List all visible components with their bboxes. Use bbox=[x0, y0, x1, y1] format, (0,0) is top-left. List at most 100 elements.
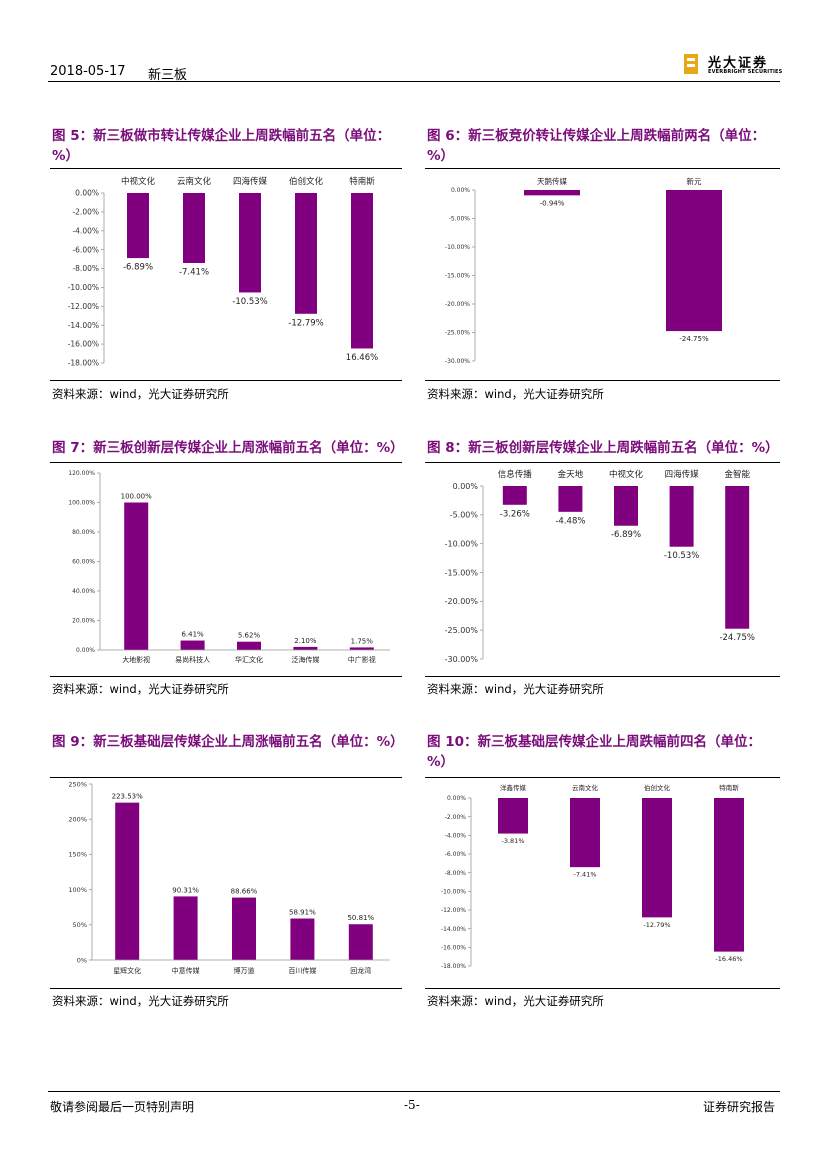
data-label: 50.81% bbox=[347, 914, 374, 922]
data-label: -24.75% bbox=[679, 335, 709, 343]
figure-10-title: 图 10：新三板基础层传媒企业上周跌幅前四名（单位：%） bbox=[427, 734, 761, 770]
data-label: -0.94% bbox=[540, 199, 565, 207]
figure-10-source: 资料来源：wind，光大证券研究所 bbox=[427, 994, 604, 1008]
data-label: -10.53% bbox=[664, 551, 699, 561]
bar bbox=[115, 802, 140, 960]
bar bbox=[642, 798, 672, 918]
y-tick-label: -4.00% bbox=[72, 226, 99, 235]
category-label: 伯创文化 bbox=[644, 783, 671, 792]
y-tick-label: 100.00% bbox=[68, 500, 95, 507]
category-label: 泛海传媒 bbox=[291, 655, 319, 664]
category-label: 云南文化 bbox=[572, 783, 599, 792]
category-label: 四海传媒 bbox=[665, 469, 700, 480]
category-label: 新元 bbox=[687, 176, 702, 186]
category-label: 信息传播 bbox=[498, 469, 533, 480]
bar bbox=[293, 646, 318, 650]
header-divider bbox=[48, 81, 780, 82]
category-label: 云南文化 bbox=[177, 176, 212, 187]
category-label: 金智能 bbox=[724, 469, 750, 480]
figure-7-source: 资料来源：wind，光大证券研究所 bbox=[52, 682, 229, 696]
data-label: -3.81% bbox=[502, 837, 525, 845]
y-tick-label: -10.00% bbox=[441, 888, 466, 895]
category-label: 特南斯 bbox=[719, 783, 739, 792]
y-tick-label: -5.00% bbox=[449, 216, 471, 223]
y-tick-label: 60.00% bbox=[72, 559, 95, 566]
bar bbox=[558, 486, 583, 512]
bar bbox=[127, 193, 149, 259]
y-tick-label: 80.00% bbox=[72, 529, 95, 536]
y-tick-label: -18.00% bbox=[68, 359, 99, 368]
y-tick-label: 250% bbox=[68, 780, 87, 788]
y-tick-label: -12.00% bbox=[441, 907, 466, 914]
figure-9-top-rule bbox=[50, 777, 402, 778]
figure-8-top-rule bbox=[425, 462, 780, 463]
bar bbox=[524, 190, 580, 196]
figure-10-top-rule bbox=[425, 777, 780, 778]
bar bbox=[714, 798, 744, 952]
y-tick-label: 0.00% bbox=[453, 482, 479, 491]
figure-6-top-rule bbox=[425, 168, 780, 169]
data-label: 58.91% bbox=[289, 909, 316, 917]
data-label: 6.41% bbox=[181, 631, 204, 639]
figure-7-top-rule bbox=[50, 462, 402, 463]
y-tick-label: 50% bbox=[73, 921, 87, 929]
bar bbox=[183, 193, 205, 263]
data-label: -6.89% bbox=[611, 530, 641, 540]
y-tick-label: 0.00% bbox=[447, 795, 466, 802]
y-tick-label: 150% bbox=[68, 851, 87, 859]
category-label: 特南斯 bbox=[349, 176, 375, 187]
y-tick-label: -6.00% bbox=[445, 851, 467, 858]
bar bbox=[295, 193, 317, 314]
bar bbox=[348, 924, 373, 960]
y-tick-label: -4.00% bbox=[445, 832, 467, 839]
figure-6-source: 资料来源：wind，光大证券研究所 bbox=[427, 387, 604, 401]
data-label: -12.79% bbox=[288, 318, 323, 328]
data-label: -7.41% bbox=[179, 267, 209, 277]
figure-8-bottom-rule bbox=[425, 676, 780, 677]
category-label: 易尚科技人 bbox=[175, 655, 210, 664]
figure-8-title: 图 8：新三板创新层传媒企业上周跌幅前五名（单位：%） bbox=[427, 440, 779, 456]
company-logo: 光大证券 EVERBRIGHT SECURITIES bbox=[684, 52, 783, 78]
figure-6-bottom-rule bbox=[425, 380, 780, 381]
y-tick-label: -16.00% bbox=[68, 340, 99, 349]
category-label: 博万道 bbox=[234, 966, 255, 975]
data-label: 100.00% bbox=[121, 493, 152, 501]
category-label: 大地影视 bbox=[122, 655, 150, 664]
figure-7-chart: 120.00% 100.00% 80.00% 60.00% 40.00% 20.00% 0.… bbox=[50, 465, 402, 675]
category-label: 中意传媒 bbox=[172, 966, 200, 975]
data-label: -4.48% bbox=[555, 516, 585, 526]
y-tick-label: -10.00% bbox=[68, 283, 99, 292]
figure-10-chart: 0.00% -2.00% -4.00% -6.00% -8.00% -10.00% -12.… bbox=[425, 780, 780, 985]
figure-5-top-rule bbox=[50, 168, 402, 169]
data-label: 1.75% bbox=[351, 637, 374, 645]
data-label: -6.89% bbox=[123, 263, 153, 273]
logo-text-en: EVERBRIGHT SECURITIES bbox=[708, 69, 783, 75]
figure-7-bottom-rule bbox=[50, 676, 402, 677]
y-tick-label: 120.00% bbox=[68, 470, 95, 477]
y-tick-label: -2.00% bbox=[445, 814, 467, 821]
y-tick-label: -18.00% bbox=[441, 963, 466, 970]
figure-9-title: 图 9：新三板基础层传媒企业上周涨幅前五名（单位：%） bbox=[52, 734, 404, 750]
figure-5-source: 资料来源：wind，光大证券研究所 bbox=[52, 387, 229, 401]
category-label: 回龙湾 bbox=[350, 966, 371, 975]
figure-10-bottom-rule bbox=[425, 988, 780, 989]
category-label: 天鹅传媒 bbox=[537, 176, 567, 186]
y-tick-label: -14.00% bbox=[68, 321, 99, 330]
category-label: 中广影视 bbox=[348, 655, 376, 664]
y-tick-label: -15.00% bbox=[445, 273, 470, 280]
data-label: -24.75% bbox=[719, 633, 754, 643]
bar bbox=[725, 486, 750, 629]
figure-9-chart: 250% 200% 150% 100% 50% 0% 223.53% 星辉文化 90.31% 中意… bbox=[50, 780, 402, 985]
category-label: 中视文化 bbox=[121, 176, 156, 187]
category-label: 星辉文化 bbox=[113, 966, 141, 975]
bar bbox=[349, 647, 374, 650]
report-section: 新三板 bbox=[148, 68, 188, 83]
y-tick-label: 40.00% bbox=[72, 588, 95, 595]
figure-6-title: 图 6：新三板竞价转让传媒企业上周跌幅前两名（单位：%） bbox=[427, 128, 766, 164]
y-tick-label: 0.00% bbox=[75, 189, 99, 198]
data-label: 88.66% bbox=[231, 888, 258, 896]
y-tick-label: -8.00% bbox=[72, 264, 99, 273]
data-label: -3.26% bbox=[500, 509, 530, 519]
data-label: 2.10% bbox=[294, 637, 317, 645]
data-label: 90.31% bbox=[172, 886, 199, 894]
